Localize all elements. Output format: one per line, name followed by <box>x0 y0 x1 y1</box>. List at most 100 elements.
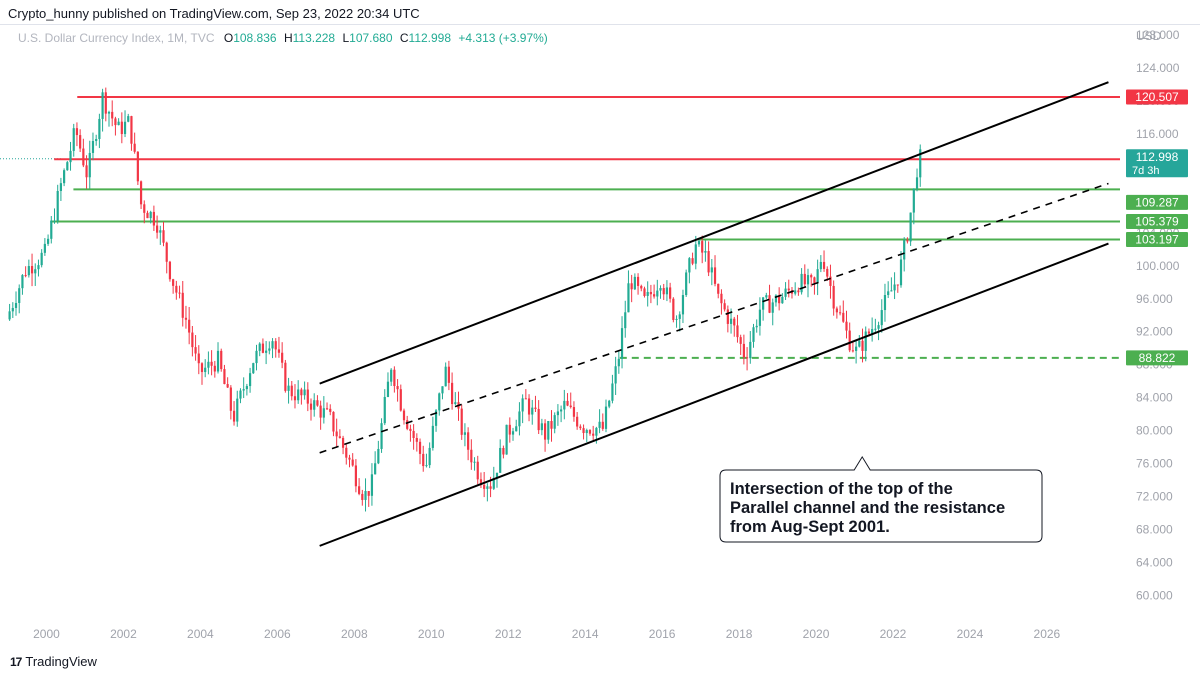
y-tick-label: 128.000 <box>1136 28 1180 42</box>
candle-body <box>149 211 152 219</box>
candle-body <box>172 279 175 286</box>
candle-body <box>374 463 377 475</box>
candle-body <box>880 310 883 326</box>
candle-body <box>341 437 345 448</box>
candle-body <box>595 427 598 436</box>
channel-upper-line <box>319 81 1109 385</box>
candle-body <box>386 381 390 397</box>
x-tick-label: 2010 <box>418 627 445 641</box>
candle-body <box>248 373 252 387</box>
candle-body <box>838 312 842 314</box>
candle-body <box>588 430 592 434</box>
candle-body <box>335 431 338 437</box>
candle-body <box>123 121 127 135</box>
candle-body <box>598 421 601 428</box>
callout-box <box>719 455 1043 543</box>
candle-body <box>43 243 46 253</box>
candle-body <box>563 400 566 410</box>
change-value: +4.313 (+3.97%) <box>458 31 548 45</box>
candle-body <box>835 308 838 313</box>
candle-body <box>59 183 63 191</box>
candle-body <box>56 190 59 221</box>
candle-body <box>329 408 332 412</box>
candle-body <box>874 328 877 330</box>
candle-body <box>364 491 367 500</box>
price-tag-bg <box>1126 194 1188 210</box>
x-tick-label: 2016 <box>649 627 676 641</box>
candle-body <box>864 331 867 351</box>
candle-body <box>463 432 467 435</box>
candle-body <box>765 295 768 298</box>
candle-body <box>422 453 425 467</box>
candle-body <box>383 396 386 424</box>
candle-body <box>303 389 306 396</box>
candle-body <box>855 346 858 351</box>
candle-body <box>300 389 303 396</box>
callout-line: Parallel channel and the resistance <box>730 499 1005 517</box>
candle-body <box>165 242 168 262</box>
candle-body <box>919 149 922 178</box>
candle-body <box>444 366 447 387</box>
candle-body <box>832 285 835 309</box>
candle-body <box>117 121 120 126</box>
candle-body <box>784 288 787 297</box>
y-tick-label: 72.000 <box>1136 489 1173 503</box>
candle-body <box>483 484 486 489</box>
candle-body <box>704 251 707 253</box>
candle-body <box>617 358 620 367</box>
candle-body <box>858 340 861 347</box>
candle-body <box>297 389 300 401</box>
candle-body <box>620 328 624 359</box>
candle-body <box>393 369 396 387</box>
candle-body <box>479 479 483 485</box>
candle-body <box>842 312 845 322</box>
candle-body <box>130 116 133 144</box>
header-divider <box>0 24 1200 25</box>
candle-body <box>810 275 813 278</box>
y-tick-label: 76.000 <box>1136 457 1173 471</box>
candle-body <box>781 296 784 304</box>
candle-body <box>370 474 374 496</box>
y-tick-label: 60.000 <box>1136 588 1173 602</box>
candle-body <box>813 277 816 284</box>
candle-body <box>543 423 547 440</box>
candle-body <box>534 407 537 409</box>
x-tick-label: 2014 <box>572 627 599 641</box>
candle-body <box>502 447 505 455</box>
candle-body <box>877 325 880 329</box>
candle-body <box>665 287 669 295</box>
price-tag: 109.287 <box>1135 195 1179 209</box>
candle-body <box>611 383 614 401</box>
callout-line: from Aug-Sept 2001. <box>730 518 890 536</box>
candle-body <box>755 325 758 328</box>
candle-body <box>351 459 354 466</box>
candle-body <box>293 396 297 401</box>
candle-body <box>915 177 919 189</box>
candle-body <box>188 319 191 333</box>
candle-body <box>232 410 236 422</box>
candle-body <box>175 285 178 293</box>
y-tick-label: 116.000 <box>1136 127 1179 141</box>
candle-body <box>819 261 822 270</box>
candle-body <box>861 340 864 351</box>
candle-body <box>883 294 887 311</box>
candle-body <box>66 162 69 171</box>
candle-body <box>560 409 563 412</box>
candle-body <box>268 348 271 351</box>
candle-body <box>797 290 800 293</box>
y-tick-label: 64.000 <box>1136 555 1173 569</box>
candle-body <box>75 128 79 136</box>
candle-body <box>258 343 261 351</box>
candle-body <box>184 317 188 320</box>
candle-body <box>306 389 309 404</box>
last-price-countdown: 7d 3h <box>1132 165 1160 177</box>
candle-body <box>454 402 457 405</box>
channel-middle-line <box>319 182 1109 454</box>
candle-body <box>553 415 556 429</box>
candle-body <box>707 251 710 273</box>
candle-body <box>688 258 691 273</box>
candle-body <box>508 424 511 435</box>
x-tick-label: 2004 <box>187 627 214 641</box>
candle-body <box>200 363 204 373</box>
